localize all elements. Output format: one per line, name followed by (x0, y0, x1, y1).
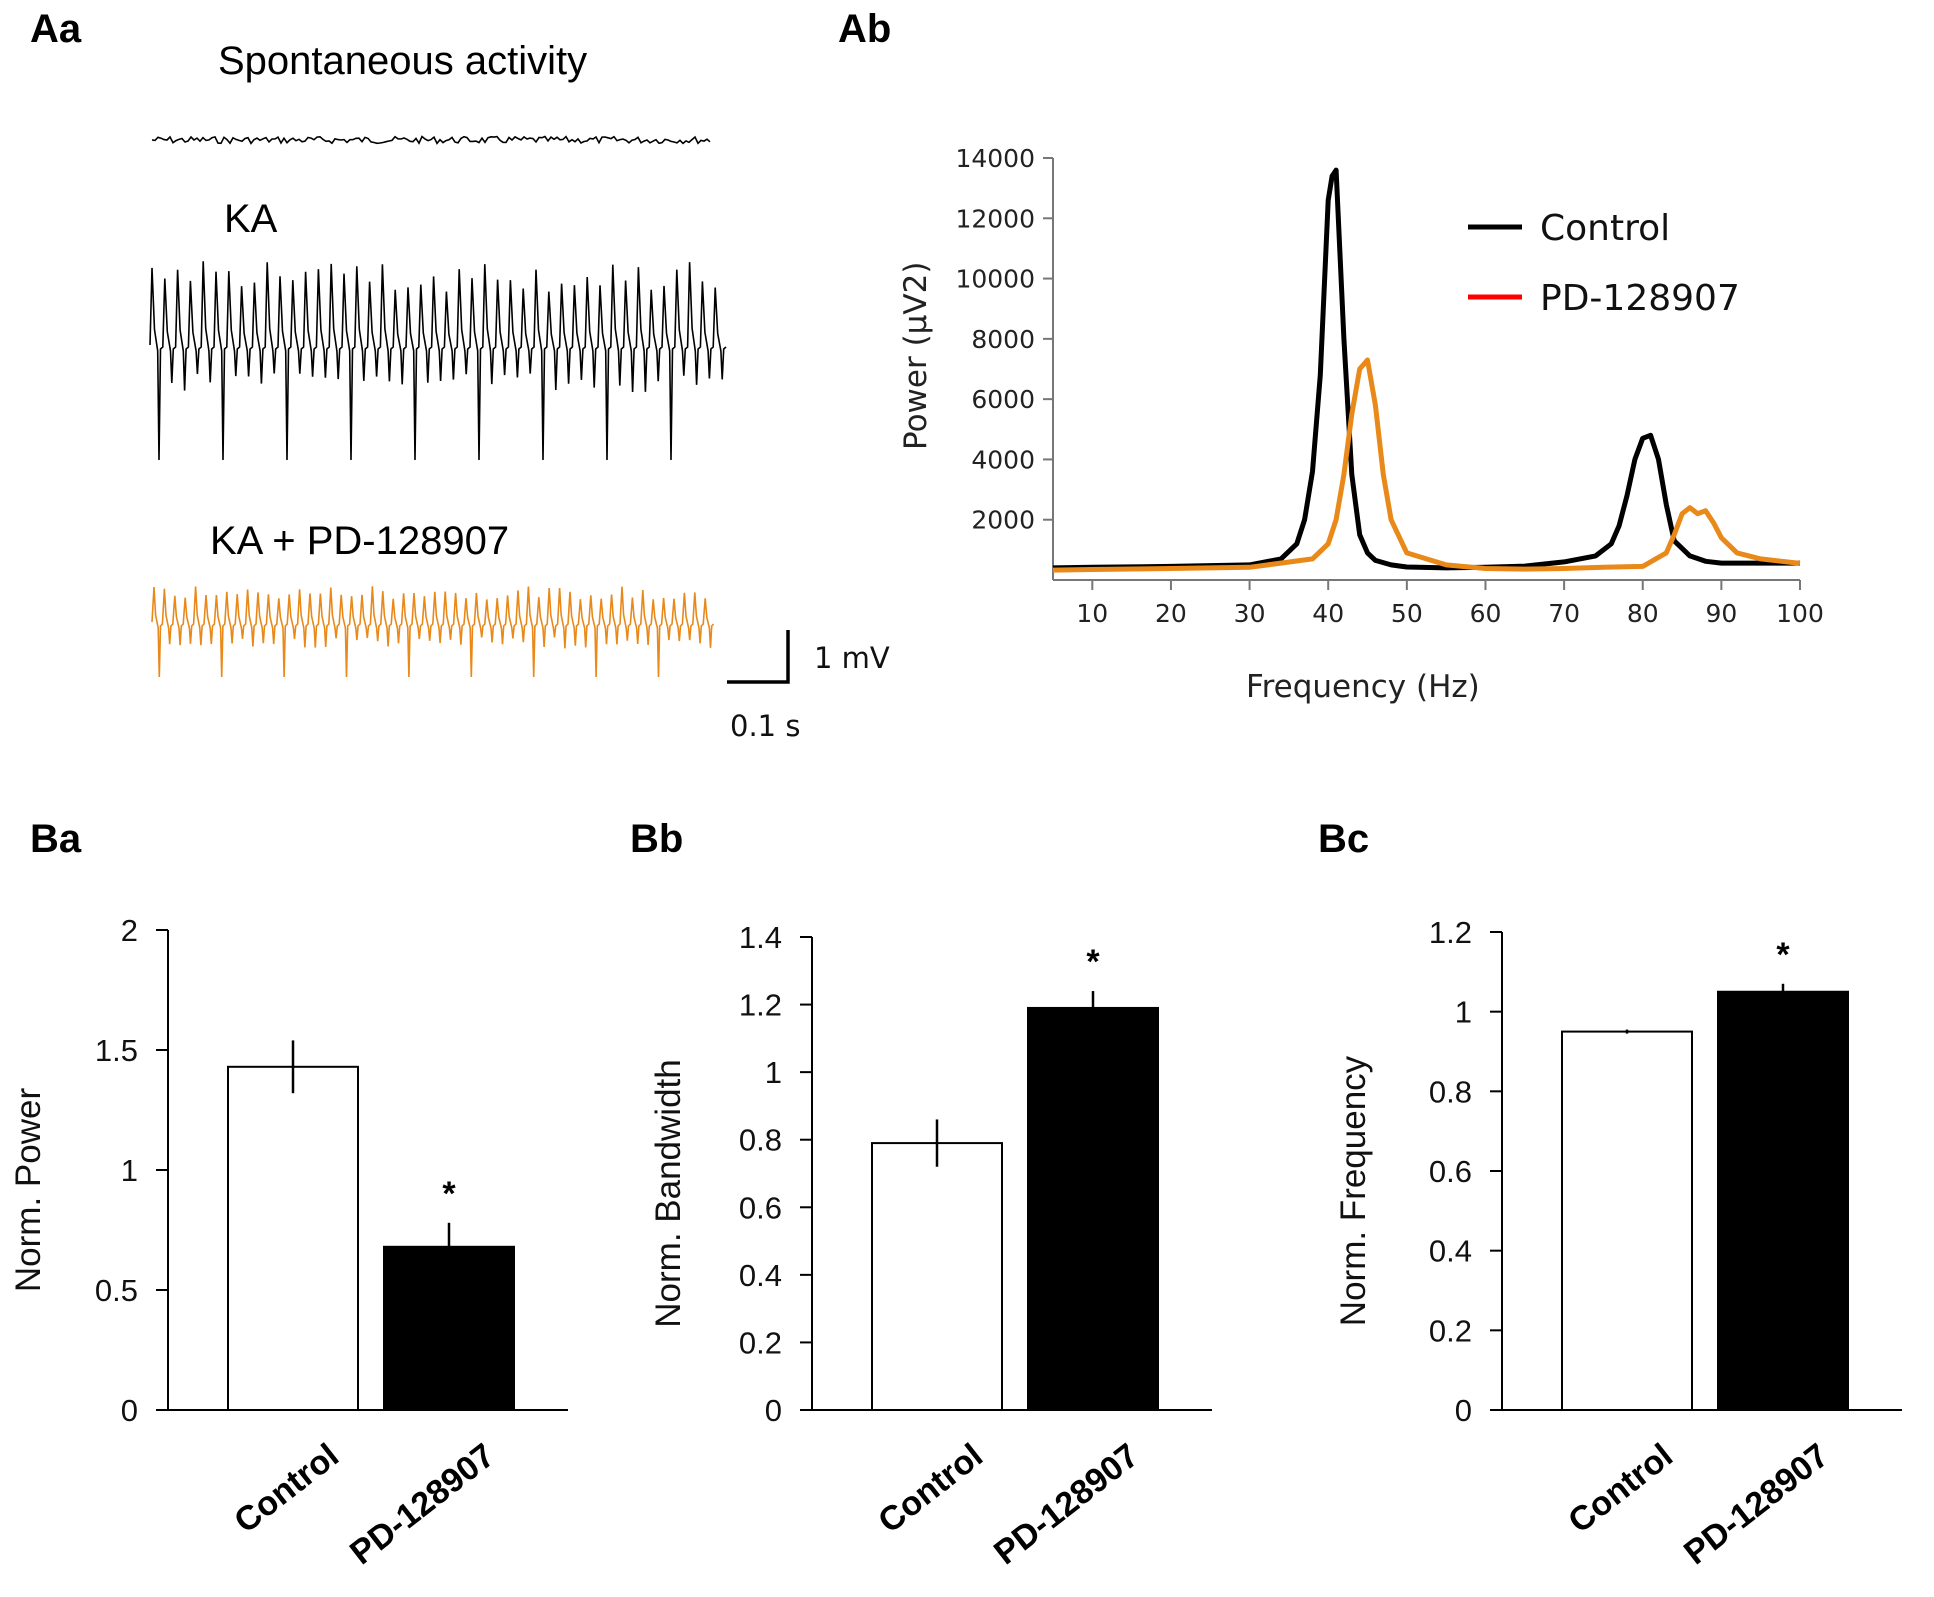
y-tick-label: 4000 (971, 445, 1035, 474)
y-tick-label: 8000 (971, 325, 1035, 354)
pd-spectrum-line (1052, 357, 1801, 573)
y-tick-label: 14000 (955, 144, 1035, 173)
x-tick-label: 60 (1470, 599, 1502, 628)
bar-control (1561, 1030, 1693, 1412)
x-tick-label: 80 (1627, 599, 1659, 628)
panel-label-aa: Aa (30, 7, 82, 51)
ka-pd-trace (151, 586, 715, 678)
y-tick-label: 12000 (955, 204, 1035, 233)
x-tick-label: 40 (1312, 599, 1344, 628)
x-axis-label: Frequency (Hz) (1246, 669, 1480, 705)
legend-label-pd: PD-128907 (1540, 278, 1740, 319)
norm-power-bar-chart: 0 0.5 1 1.5 2 Norm. Power Control * PD-128907 (9, 913, 568, 1572)
legend-label-control: Control (1540, 208, 1670, 249)
y-tick-label: 2 (121, 913, 138, 948)
bar-pd-128907 (383, 1245, 515, 1412)
y-tick-label: 0.8 (739, 1123, 782, 1158)
bar-control (227, 1065, 359, 1412)
category-label: Control (1561, 1436, 1680, 1540)
spontaneous-activity-label: Spontaneous activity (218, 39, 587, 83)
category-label: Control (227, 1436, 346, 1540)
norm-bandwidth-bar-chart: 0 0.2 0.4 0.6 0.8 1 1.2 1.4 Norm. Bandwidth Contr… (649, 920, 1212, 1572)
y-tick-label: 0.4 (1429, 1234, 1472, 1269)
y-tick-label: 1 (765, 1055, 782, 1090)
significance-marker: * (442, 1175, 456, 1213)
y-tick-label: 6000 (971, 385, 1035, 414)
y-tick-label: 0.2 (1429, 1313, 1472, 1348)
y-tick-label: 1.5 (95, 1033, 138, 1068)
x-tick-label: 20 (1155, 599, 1187, 628)
x-tick-label: 30 (1234, 599, 1266, 628)
power-spectrum-chart: 2000 4000 6000 8000 10000 12000 14000 10 20 30 40… (898, 144, 1824, 705)
panel-label-ba: Ba (30, 817, 82, 861)
y-tick-label: 0.5 (95, 1273, 138, 1308)
x-tick-label: 100 (1776, 599, 1824, 628)
category-label: Control (871, 1436, 990, 1540)
x-tick-label: 10 (1076, 599, 1108, 628)
significance-marker: * (1086, 943, 1100, 981)
y-tick-label: 1.2 (1429, 915, 1472, 950)
bar-pd-128907 (1027, 1006, 1159, 1411)
y-tick-label: 0.6 (739, 1190, 782, 1225)
y-tick-label: 0 (1455, 1393, 1472, 1428)
category-label: PD-128907 (1677, 1436, 1836, 1572)
control-spectrum-line (1052, 167, 1800, 571)
y-tick-label: 1 (1455, 995, 1472, 1030)
y-axis-label: Norm. Frequency (1334, 1055, 1373, 1326)
bar-pd-128907 (1717, 990, 1849, 1411)
y-axis-label: Norm. Power (9, 1088, 48, 1293)
scale-bar-voltage-label: 1 mV (814, 641, 890, 675)
norm-frequency-bar-chart: 0 0.2 0.4 0.6 0.8 1 1.2 Norm. Frequency Control *… (1334, 915, 1902, 1572)
y-tick-label: 1.4 (739, 920, 782, 955)
ka-trace (149, 261, 727, 461)
y-tick-label: 1.2 (739, 988, 782, 1023)
ka-pd-label: KA + PD-128907 (210, 519, 509, 563)
panel-label-bb: Bb (630, 817, 683, 861)
panel-label-ab: Ab (838, 7, 891, 51)
significance-marker: * (1776, 936, 1790, 974)
y-axis-label: Norm. Bandwidth (649, 1059, 688, 1327)
y-tick-label: 0.4 (739, 1258, 782, 1293)
y-axis-label: Power (µV2) (898, 262, 934, 450)
y-tick-label: 0.8 (1429, 1074, 1472, 1109)
x-tick-label: 70 (1548, 599, 1580, 628)
scale-bar (727, 630, 790, 684)
category-label: PD-128907 (343, 1436, 502, 1572)
x-tick-label: 90 (1705, 599, 1737, 628)
y-tick-label: 0 (121, 1393, 138, 1428)
x-tick-label: 50 (1391, 599, 1423, 628)
trace-panel: Spontaneous activity KA KA + PD-128907 1… (149, 39, 890, 743)
y-tick-label: 0 (765, 1393, 782, 1428)
panel-label-bc: Bc (1318, 817, 1369, 861)
y-tick-label: 1 (121, 1153, 138, 1188)
y-tick-label: 2000 (971, 506, 1035, 535)
ka-label: KA (224, 197, 278, 241)
bar-control (871, 1142, 1003, 1412)
category-label: PD-128907 (987, 1436, 1146, 1572)
y-tick-label: 0.6 (1429, 1154, 1472, 1189)
y-tick-label: 10000 (955, 265, 1035, 294)
spontaneous-trace (151, 135, 711, 145)
scale-bar-time-label: 0.1 s (730, 709, 800, 743)
y-tick-label: 0.2 (739, 1325, 782, 1360)
